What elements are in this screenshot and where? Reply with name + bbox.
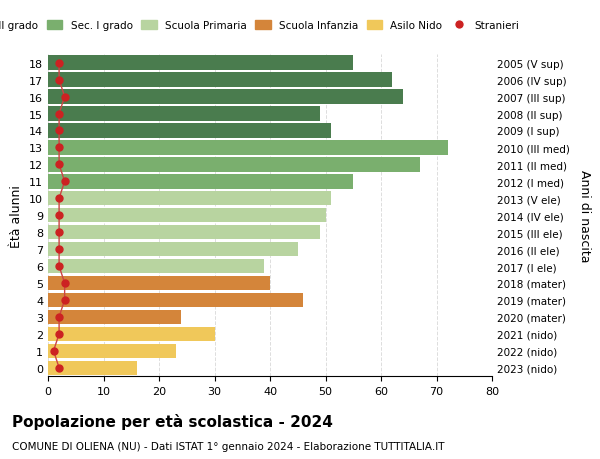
Bar [48, 90, 403, 105]
Point [49, 347, 58, 355]
Bar [48, 56, 353, 71]
Point [54, 161, 64, 168]
Point [54, 212, 64, 219]
Point [54, 195, 64, 202]
Bar [48, 208, 325, 223]
Bar [48, 225, 320, 240]
Point [60, 94, 70, 101]
Point [54, 330, 64, 338]
Point [60, 280, 70, 287]
Point [54, 111, 64, 118]
Bar [48, 259, 265, 274]
Point [54, 77, 64, 84]
Bar [48, 107, 320, 122]
Point [54, 263, 64, 270]
Point [54, 364, 64, 372]
Y-axis label: Anni di nascita: Anni di nascita [578, 169, 591, 262]
Point [54, 128, 64, 135]
Bar [48, 158, 420, 172]
Point [60, 178, 70, 185]
Bar [48, 242, 298, 257]
Point [60, 297, 70, 304]
Point [54, 60, 64, 67]
Bar [48, 293, 303, 308]
Point [54, 145, 64, 152]
Bar [48, 310, 181, 325]
Bar [48, 141, 448, 155]
Point [54, 246, 64, 253]
Text: COMUNE DI OLIENA (NU) - Dati ISTAT 1° gennaio 2024 - Elaborazione TUTTITALIA.IT: COMUNE DI OLIENA (NU) - Dati ISTAT 1° ge… [12, 441, 445, 451]
Bar [48, 327, 215, 341]
Bar [48, 191, 331, 206]
Bar [48, 175, 353, 189]
Bar [48, 73, 392, 88]
Bar [48, 276, 270, 291]
Bar [48, 361, 137, 375]
Legend: Sec. II grado, Sec. I grado, Scuola Primaria, Scuola Infanzia, Asilo Nido, Stran: Sec. II grado, Sec. I grado, Scuola Prim… [0, 18, 522, 33]
Bar [48, 124, 331, 138]
Y-axis label: Ètà alunni: Ètà alunni [10, 185, 23, 247]
Text: Popolazione per età scolastica - 2024: Popolazione per età scolastica - 2024 [12, 413, 333, 429]
Bar [48, 344, 176, 358]
Point [54, 229, 64, 236]
Point [54, 313, 64, 321]
